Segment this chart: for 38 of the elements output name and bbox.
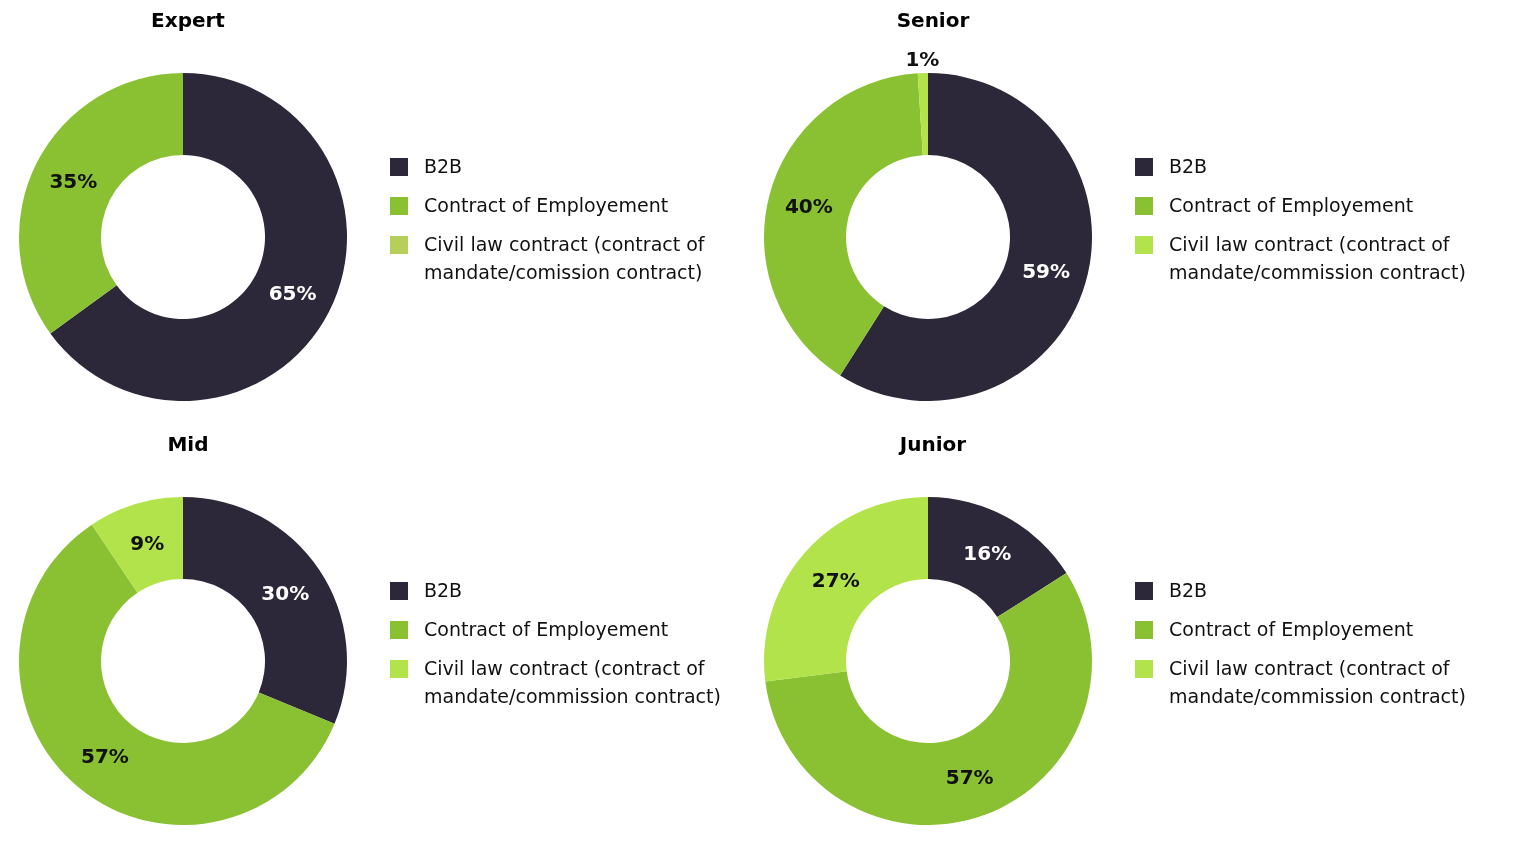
legend-label: Civil law contract (contract of mandate/commission contract) <box>424 655 722 709</box>
data-label: 1% <box>905 47 940 72</box>
donut-slice <box>765 573 1092 825</box>
donut-slice <box>91 497 183 593</box>
donut-slice <box>50 73 347 401</box>
donut-slice <box>19 524 335 825</box>
chart-title: Junior <box>897 432 968 456</box>
legend-label: Civil law contract (contract of mandate/commission contract) <box>1169 231 1467 285</box>
legend-label: Civil law contract (contract of mandate/comission contract) <box>424 231 706 285</box>
data-label: 35% <box>49 169 98 194</box>
data-label: 40% <box>784 194 833 219</box>
legend-label: Contract of Employement <box>1169 616 1414 642</box>
legend-label: Contract of Employement <box>424 616 669 642</box>
legend-label: B2B <box>1169 577 1208 603</box>
legend-label: B2B <box>424 153 463 179</box>
donut-slice <box>19 73 183 334</box>
donut-slice <box>764 497 928 682</box>
chart-title: Senior <box>895 8 971 32</box>
legend-label: Contract of Employement <box>1169 192 1414 218</box>
legend-label: Civil law contract (contract of mandate/commission contract) <box>1169 655 1467 709</box>
data-label: 30% <box>261 580 310 605</box>
data-label: 27% <box>811 567 860 592</box>
donut-slice <box>764 73 923 376</box>
data-label: 57% <box>945 764 994 789</box>
data-label: 9% <box>130 531 165 556</box>
chart-title: Mid <box>166 432 210 456</box>
legend-label: B2B <box>1169 153 1208 179</box>
data-label: 16% <box>963 541 1012 566</box>
chart-title: Expert <box>150 8 226 32</box>
data-label: 59% <box>1022 259 1071 284</box>
data-label: 57% <box>81 744 129 769</box>
legend-label: B2B <box>424 577 463 603</box>
donut-slice <box>928 497 1067 618</box>
donut-slice <box>840 73 1092 401</box>
legend-label: Contract of Employement <box>424 192 669 218</box>
data-label: 65% <box>268 280 317 305</box>
donut-slice <box>183 497 347 724</box>
donut-slice <box>917 73 928 156</box>
